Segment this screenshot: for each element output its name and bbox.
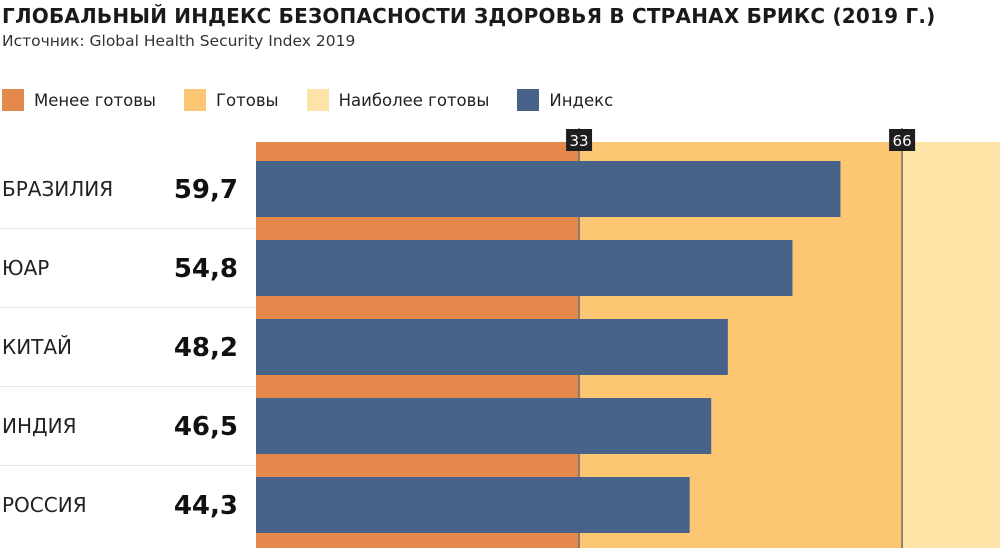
legend-label-index: Индекс (549, 90, 614, 110)
threshold-label-33: 33 (570, 132, 589, 150)
legend-label-less-ready: Менее готовы (34, 90, 156, 110)
category-label: КИТАЙ (2, 335, 72, 359)
category-label: ЮАР (2, 256, 49, 280)
legend-swatch-index (517, 89, 540, 111)
category-label: ИНДИЯ (2, 414, 76, 438)
legend-item-ready: Готовы (183, 89, 279, 111)
legend-label-most-ready: Наиболее готовы (338, 90, 490, 110)
band-наиболее-готовы (902, 142, 1000, 548)
value-label: 59,7 (174, 175, 238, 205)
legend-item-index: Индекс (517, 89, 613, 111)
legend: Менее готовы Готовы Наиболее готовы Инде… (2, 88, 641, 112)
value-label: 46,5 (174, 412, 238, 442)
chart-source: Источник: Global Health Security Index 2… (2, 32, 356, 50)
bar-индия (256, 398, 712, 454)
legend-swatch-most-ready (306, 89, 329, 111)
threshold-label-66: 66 (893, 132, 912, 150)
category-label: БРАЗИЛИЯ (2, 177, 113, 201)
category-label: РОССИЯ (2, 493, 87, 517)
chart-title: ГЛОБАЛЬНЫЙ ИНДЕКС БЕЗОПАСНОСТИ ЗДОРОВЬЯ … (2, 4, 936, 28)
value-label: 44,3 (174, 491, 238, 521)
bar-россия (256, 477, 690, 533)
threshold-box-33 (566, 129, 593, 151)
legend-label-ready: Готовы (215, 90, 279, 110)
bar-бразилия (256, 161, 841, 217)
bar-китай (256, 319, 728, 375)
legend-item-most-ready: Наиболее готовы (306, 89, 490, 111)
threshold-box-66 (889, 129, 916, 151)
legend-swatch-less-ready (2, 89, 24, 111)
legend-swatch-ready (183, 89, 206, 111)
value-label: 54,8 (174, 254, 238, 284)
value-label: 48,2 (174, 333, 238, 363)
bar-юар (256, 240, 793, 296)
legend-item-less-ready: Менее готовы (2, 89, 156, 111)
